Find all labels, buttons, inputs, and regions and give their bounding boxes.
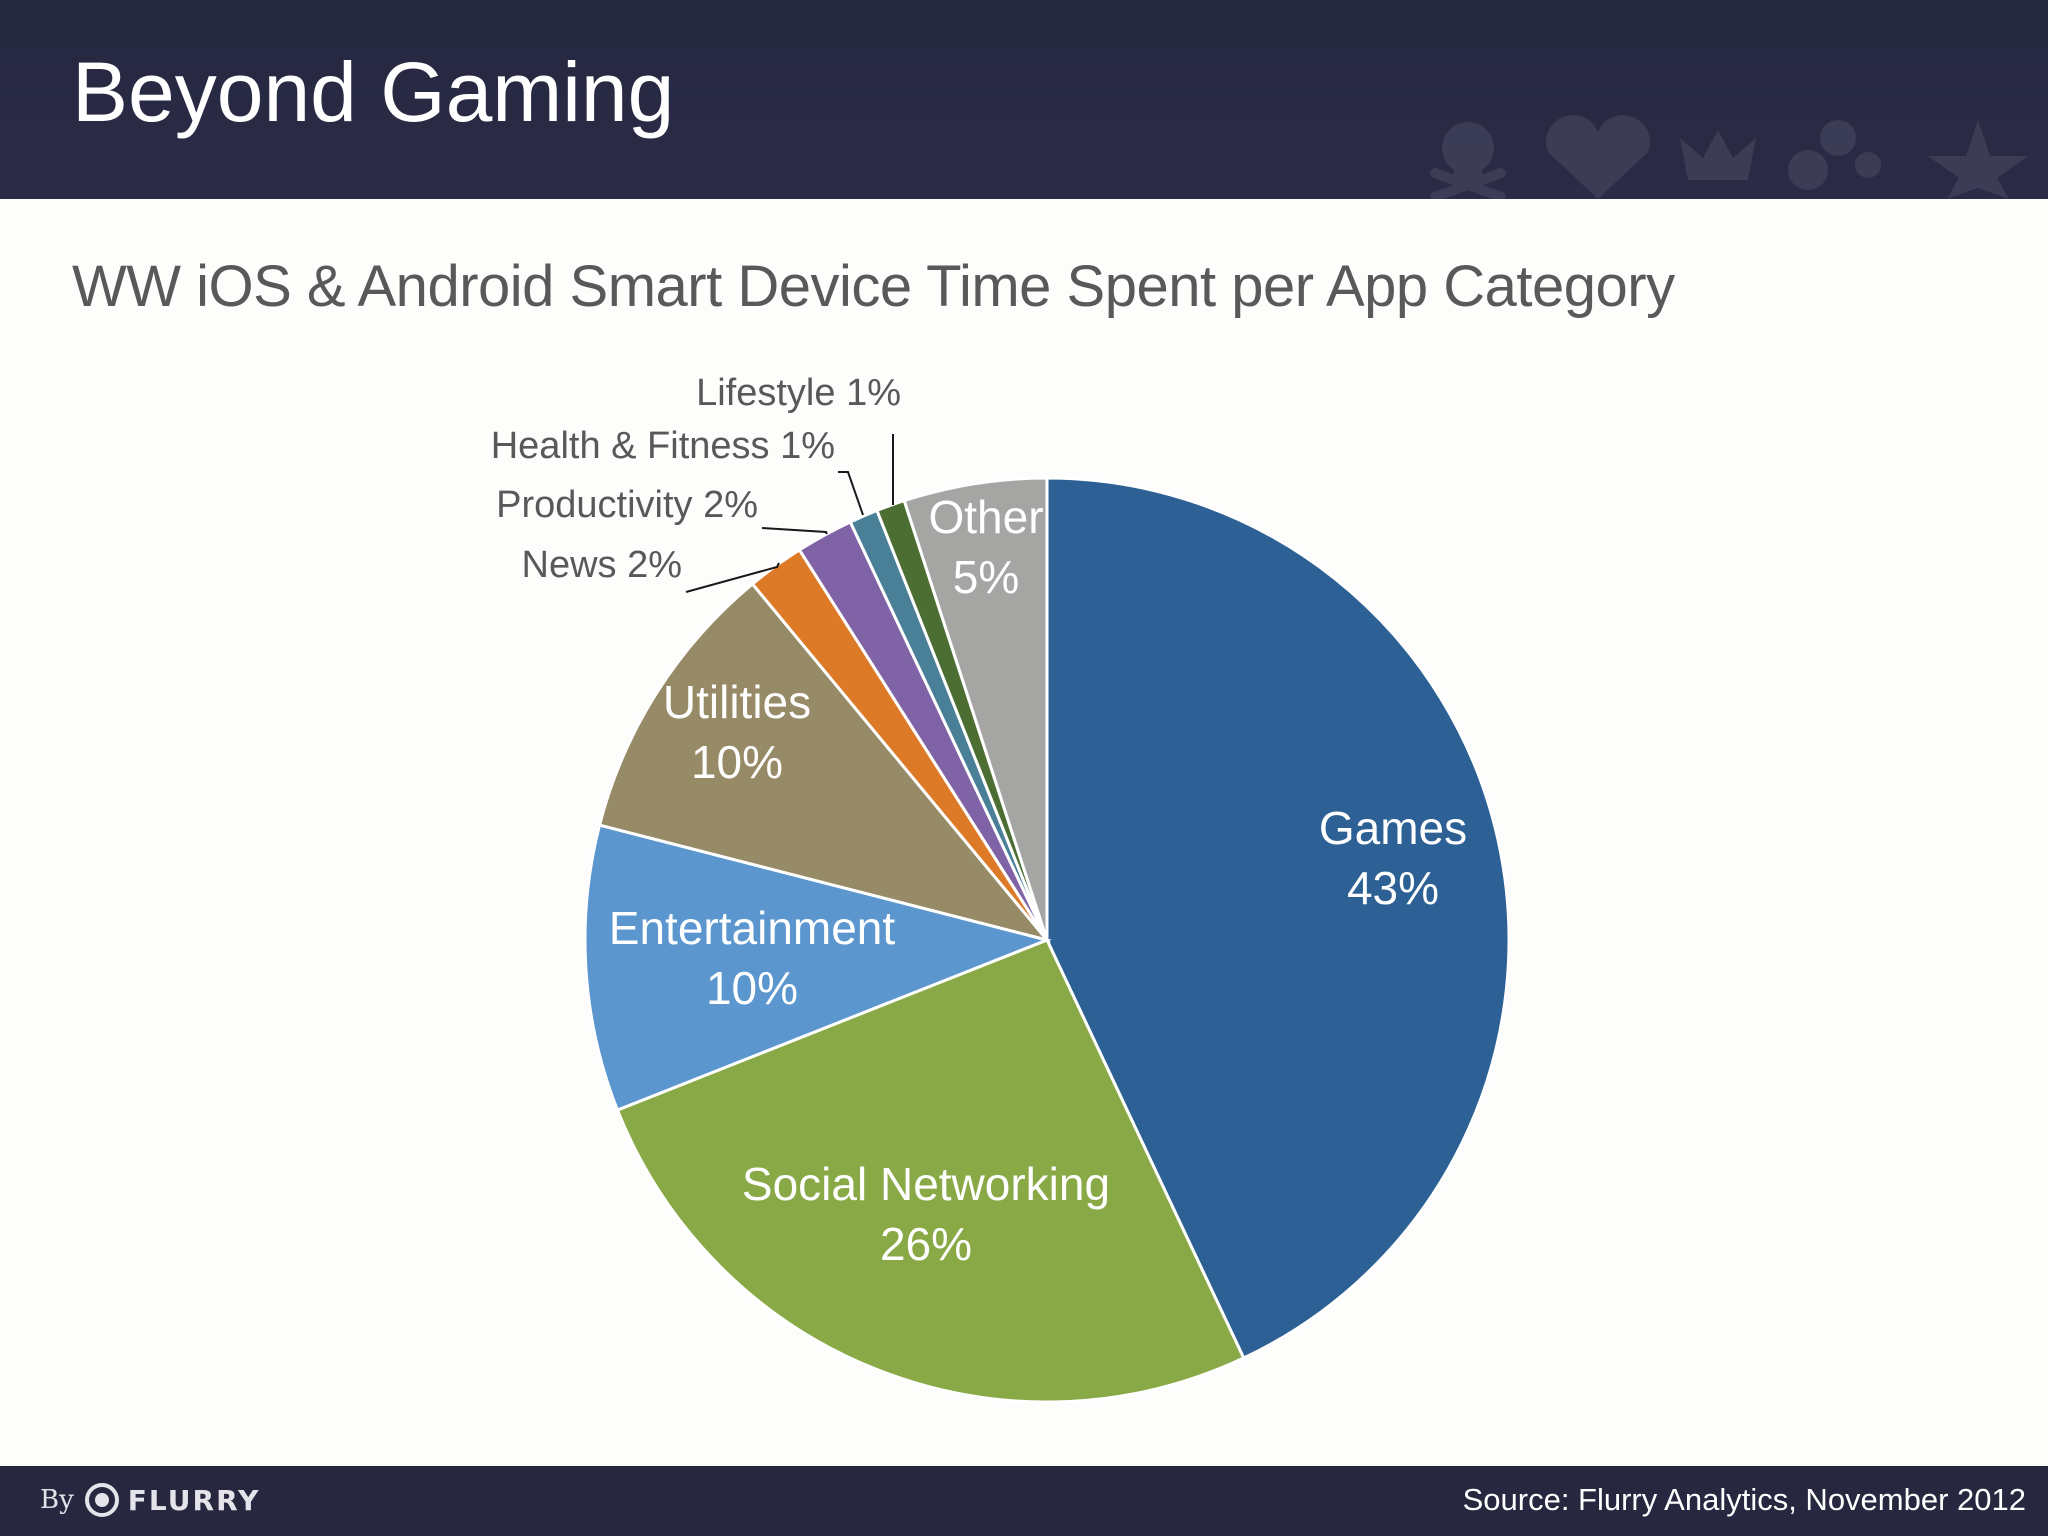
slide-title: Beyond Gaming (72, 45, 675, 139)
flurry-mark-icon (84, 1483, 119, 1517)
slice-value-other: 5% (953, 551, 1019, 603)
slice-label-news: News 2% (522, 544, 683, 586)
leader-line-health-fitness (838, 471, 864, 516)
star-icon (1928, 120, 2028, 199)
gears-icon (1788, 120, 1881, 190)
slice-label-utilities: Utilities (663, 676, 811, 728)
pie-slice-games (1045, 476, 1511, 1361)
heart-icon (1546, 115, 1650, 199)
slice-value-entertainment: 10% (706, 962, 798, 1014)
flurry-logo: By FLURRY (40, 1480, 260, 1520)
footer-bar: By FLURRY Source: Flurry Analytics, Nove… (0, 1466, 2048, 1536)
header-bar: Beyond Gaming (0, 0, 2048, 199)
crown-icon (1680, 130, 1756, 180)
pie-slice-social-networking (615, 938, 1246, 1404)
slice-label-lifestyle: Lifestyle 1% (696, 372, 901, 414)
slice-label-other: Other (928, 491, 1043, 543)
slice-value-games: 43% (1347, 862, 1439, 914)
pie-slice-entertainment (583, 823, 1052, 1113)
logo-word: FLURRY (127, 1483, 261, 1517)
header-decoration (1430, 115, 2028, 199)
leader-line-news (685, 562, 780, 593)
source-note: Source: Flurry Analytics, November 2012 (1462, 1482, 2026, 1517)
chart-subtitle: WW iOS & Android Smart Device Time Spent… (72, 254, 1675, 319)
slice-label-social-networking: Social Networking (742, 1158, 1110, 1210)
slice-label-entertainment: Entertainment (609, 902, 896, 954)
slice-label-games: Games (1319, 802, 1467, 854)
pie-slice-other (902, 476, 1049, 941)
pie-slice-utilities (597, 581, 1052, 943)
slice-label-health-fitness: Health & Fitness 1% (491, 425, 835, 467)
skull-icon (1430, 122, 1506, 199)
pie-chart: Games 43% Social Networking 26% Entertainmen… (491, 372, 1511, 1404)
logo-prefix: By (40, 1485, 74, 1515)
slice-value-social-networking: 26% (880, 1218, 972, 1270)
slice-label-productivity: Productivity 2% (496, 484, 758, 526)
leader-line-productivity (761, 527, 828, 535)
slice-value-utilities: 10% (691, 736, 783, 788)
